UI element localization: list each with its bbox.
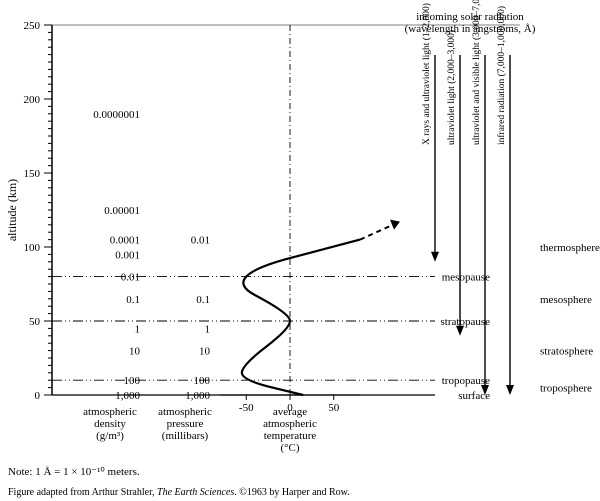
layer-label: mesosphere — [540, 294, 592, 306]
layer-label: troposphere — [540, 383, 592, 395]
density-label: 0.0000001 — [93, 109, 140, 121]
pressure-label: 0.01 — [191, 235, 210, 247]
radiation-arrowhead — [506, 385, 514, 395]
credit-suffix: . ©1963 by Harper and Row. — [234, 487, 350, 498]
pressure-title: atmospheric — [158, 406, 212, 418]
density-title: (g/m³) — [96, 430, 124, 442]
altitude-tick-label: 200 — [24, 94, 41, 106]
temperature-curve — [242, 240, 360, 395]
density-label: 1,000 — [115, 390, 140, 402]
density-label: 100 — [124, 375, 141, 387]
radiation-label: ultraviolet and visible light (3,000–7,0… — [471, 0, 482, 145]
pressure-title: pressure — [167, 418, 204, 430]
pressure-label: 10 — [199, 346, 211, 358]
temperature-tick-label: 0 — [287, 402, 293, 414]
figure-credit: Figure adapted from Arthur Strahler, The… — [8, 487, 350, 498]
footnote-note: Note: 1 Å = 1 × 10⁻¹⁰ meters. — [8, 466, 140, 478]
temperature-title: temperature — [264, 430, 317, 442]
altitude-tick-label: 250 — [24, 20, 41, 32]
temperature-title: (°C) — [280, 442, 299, 454]
temperature-curve-arrow — [390, 220, 400, 230]
layer-label: thermosphere — [540, 242, 600, 254]
altitude-axis-label: altitude (km) — [5, 179, 19, 241]
altitude-tick-label: 100 — [24, 242, 41, 254]
pressure-label: 100 — [194, 375, 211, 387]
density-label: 0.001 — [115, 249, 140, 261]
density-label: 0.01 — [121, 272, 140, 284]
density-label: 0.0001 — [110, 235, 140, 247]
credit-prefix: Figure adapted from Arthur Strahler, — [8, 487, 157, 498]
density-label: 10 — [129, 346, 141, 358]
boundary-label: stratopause — [441, 316, 491, 328]
altitude-tick-label: 150 — [24, 168, 41, 180]
temperature-title: atmospheric — [263, 418, 317, 430]
layer-label: stratosphere — [540, 346, 593, 358]
radiation-arrowhead — [431, 252, 439, 262]
temperature-tick-label: -50 — [239, 402, 254, 414]
density-label: 1 — [135, 323, 141, 335]
boundary-label: mesopause — [442, 272, 490, 284]
density-title: atmospheric — [83, 406, 137, 418]
radiation-label: X rays and ultraviolet light (1–2,000) — [421, 3, 432, 145]
radiation-label: ultraviolet light (2,000–3,000) — [446, 30, 457, 145]
altitude-tick-label: 0 — [35, 390, 41, 402]
pressure-title: (millibars) — [162, 430, 209, 442]
pressure-label: 1 — [205, 323, 211, 335]
pressure-label: 0.1 — [196, 294, 210, 306]
pressure-label: 1,000 — [185, 390, 210, 402]
radiation-header: incoming solar radiation — [416, 11, 524, 23]
temperature-tick-label: 50 — [328, 402, 340, 414]
radiation-label: infrared radiation (7,000–1,000,000) — [496, 6, 507, 145]
radiation-arrowhead — [456, 326, 464, 336]
density-label: 0.00001 — [104, 205, 140, 217]
credit-title: The Earth Sciences — [157, 487, 234, 498]
altitude-tick-label: 50 — [29, 316, 41, 328]
density-title: density — [94, 418, 126, 430]
density-label: 0.1 — [126, 294, 140, 306]
